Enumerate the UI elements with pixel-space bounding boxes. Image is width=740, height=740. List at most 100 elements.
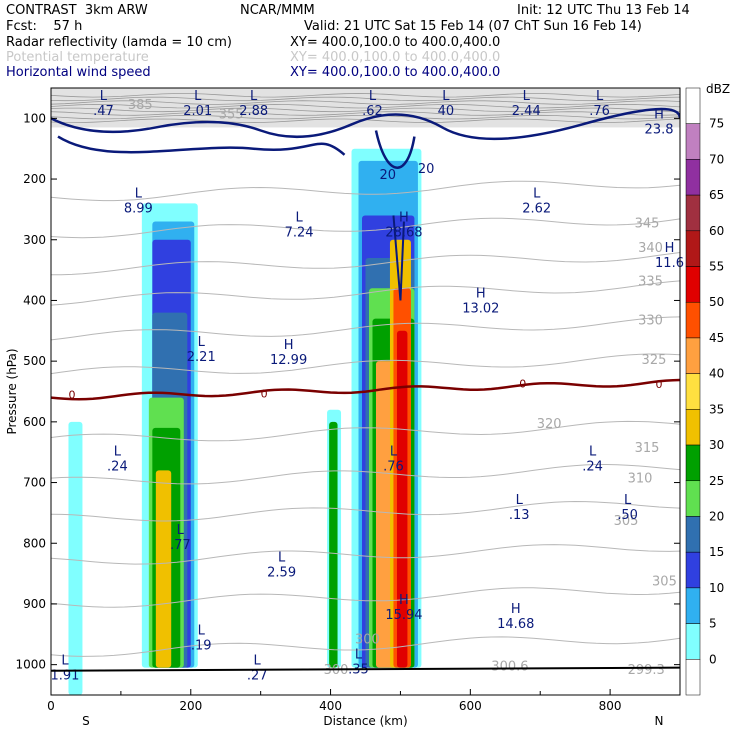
extremum-value-24: 14.68 [497, 617, 534, 632]
x-tick-label-3: 600 [459, 699, 482, 713]
colorbar-level-9: 30 [709, 438, 724, 452]
extremum-kind-17: L [390, 444, 398, 459]
theta-contour-4 [51, 316, 680, 341]
extremum-value-13: 13.02 [462, 301, 499, 316]
wind-speed-contours: 20 20 [51, 107, 680, 301]
y-tick-label-6: 700 [23, 476, 46, 490]
theta-contour-0 [51, 180, 680, 202]
x-tick-label-2: 400 [319, 699, 342, 713]
freezing-level-label-3: 0 [656, 378, 663, 391]
forecast-hour: Fcst: 57 h [6, 19, 83, 34]
colorbar-level-5: 50 [709, 295, 724, 309]
y-tick-label-1: 200 [23, 172, 46, 186]
field-label-theta: Potential temperature [6, 50, 149, 65]
extremum-value-11: 2.62 [522, 201, 551, 216]
theta-label-0: 385 [128, 98, 153, 113]
wind-contour-jet-core [374, 130, 416, 169]
colorbar-segment-2 [685, 159, 701, 196]
strat-contour-1 [51, 96, 680, 102]
extremum-kind-13: H [476, 286, 486, 301]
wind-contour-lower-left [57, 135, 346, 156]
wind-contour-upper [51, 107, 680, 141]
x-tick-label-1: 200 [179, 699, 202, 713]
extremum-kind-9: L [295, 211, 303, 226]
field-label-wind: Horizontal wind speed [6, 65, 151, 80]
theta-label-15: 299.3 [628, 663, 665, 678]
potential-temperature-contours: 385 355 345 340 335 330 325 320 315 310 305 305 300 3… [51, 93, 680, 678]
extremum-kind-4: L [442, 89, 450, 104]
colorbar-segment-16 [685, 659, 701, 696]
extremum-kind-1: L [194, 89, 202, 104]
colorbar-level-7: 40 [709, 367, 724, 381]
theta-label-7: 320 [537, 417, 562, 432]
theta-contour-9 [51, 544, 680, 565]
theta-label-8: 315 [635, 441, 660, 456]
extremum-kind-11: L [533, 186, 541, 201]
extremum-kind-19: L [516, 493, 524, 508]
extremum-kind-24: H [511, 602, 521, 617]
x-tick-label-4: 800 [599, 699, 622, 713]
theta-label-6: 325 [642, 353, 667, 368]
extremum-value-15: 12.99 [270, 353, 307, 368]
field-xy-reflectivity: XY= 400.0,100.0 to 400.0,400.0 [290, 35, 501, 50]
colorbar-level-10: 25 [709, 474, 724, 488]
extremum-value-2: 2.88 [239, 104, 268, 119]
extremum-value-9: 7.24 [285, 226, 314, 241]
extremum-kind-7: H [654, 107, 664, 122]
init-time: Init: 12 UTC Thu 13 Feb 14 [517, 3, 690, 18]
extremum-kind-5: L [523, 89, 531, 104]
y-tick-label-4: 500 [23, 354, 46, 368]
extremum-kind-23: H [399, 593, 409, 608]
extremum-kind-22: L [278, 551, 286, 566]
extremum-value-27: .27 [247, 669, 268, 684]
extremum-value-8: 8.99 [124, 201, 153, 216]
extremum-value-4: 40 [438, 104, 455, 119]
field-xy-theta: XY= 400.0,100.0 to 400.0,400.0 [290, 50, 501, 65]
extremum-value-23: 15.94 [385, 608, 422, 623]
echo-mid-30dbz [329, 421, 338, 668]
freezing-level-line [51, 378, 680, 401]
theta-contour-6 [51, 420, 680, 442]
x-end-label-n: N [655, 714, 664, 728]
y-axis-label: Pressure (hPa) [5, 348, 19, 434]
theta-contour-2 [51, 252, 680, 276]
extremum-kind-8: L [135, 186, 143, 201]
strat-contour-4 [51, 107, 680, 113]
theta-label-5: 330 [638, 314, 663, 329]
theta-label-3: 340 [638, 241, 663, 256]
extremum-value-25: .19 [191, 638, 212, 653]
strat-contour-5 [51, 111, 680, 116]
extremum-value-18: .24 [582, 459, 603, 474]
colorbar-level-6: 45 [709, 331, 724, 345]
extremum-kind-10: H [399, 211, 409, 226]
extremum-kind-6: L [596, 89, 604, 104]
extremum-value-6: .76 [589, 104, 610, 119]
colorbar-segment-5 [685, 266, 701, 303]
extremum-kind-12: H [665, 241, 675, 256]
y-tick-label-2: 300 [23, 233, 46, 247]
extremum-kind-15: H [284, 338, 294, 353]
plot-frame [50, 87, 681, 696]
extremum-value-10: 28.68 [385, 226, 422, 241]
colorbar-segment-1 [685, 123, 701, 160]
freezing-level-label-1: 0 [261, 387, 268, 400]
theta-label-12: 300 [355, 632, 380, 647]
extremum-kind-18: L [589, 444, 597, 459]
y-tick-label-8: 900 [23, 597, 46, 611]
theta-contour-10 [51, 587, 680, 608]
colorbar-segment-11 [685, 480, 701, 517]
strat-contour-6 [51, 114, 680, 120]
strat-contour-3 [51, 103, 680, 109]
colorbar-segment-15 [685, 623, 701, 660]
y-tick-label-5: 600 [23, 415, 46, 429]
theta-contour-5 [51, 353, 680, 375]
theta-label-14: 300.6 [491, 660, 528, 675]
wind-label-1: 20 [418, 162, 435, 177]
extremum-value-0: .47 [93, 104, 114, 119]
wind-label-0: 20 [379, 168, 396, 183]
extremum-value-22: 2.59 [267, 566, 296, 581]
colorbar-level-14: 5 [709, 617, 717, 631]
